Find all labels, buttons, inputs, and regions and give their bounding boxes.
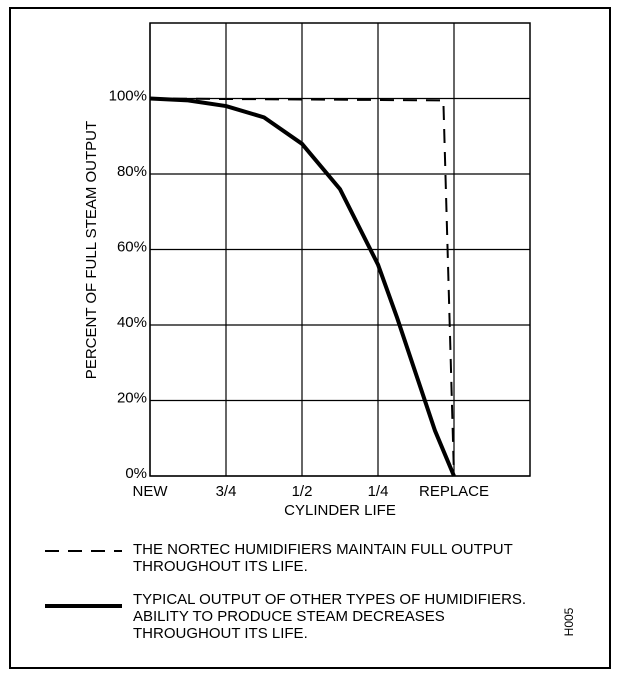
y-axis-label: PERCENT OF FULL STEAM OUTPUT	[83, 121, 100, 379]
figure-code: H005	[562, 607, 576, 636]
data-line	[149, 96, 456, 477]
y-tick-label: 100%	[109, 87, 147, 104]
x-tick-label: 1/4	[368, 483, 389, 500]
y-tick-label: 60%	[117, 238, 147, 255]
x-tick-label: REPLACE	[419, 483, 489, 500]
legend-label: THE NORTEC HUMIDIFIERS MAINTAIN FULL OUT…	[133, 541, 513, 575]
x-axis-label: CYLINDER LIFE	[284, 502, 396, 519]
data-line	[149, 97, 455, 477]
x-tick-label: 1/2	[292, 483, 313, 500]
frame	[9, 7, 611, 669]
y-tick-label: 40%	[117, 314, 147, 331]
x-tick-label: 3/4	[216, 483, 237, 500]
y-tick-label: 20%	[117, 389, 147, 406]
y-tick-label: 80%	[117, 163, 147, 180]
x-tick-label: NEW	[133, 483, 169, 500]
legend-label: TYPICAL OUTPUT OF OTHER TYPES OF HUMIDIF…	[133, 591, 527, 642]
y-tick-label: 0%	[125, 465, 147, 482]
